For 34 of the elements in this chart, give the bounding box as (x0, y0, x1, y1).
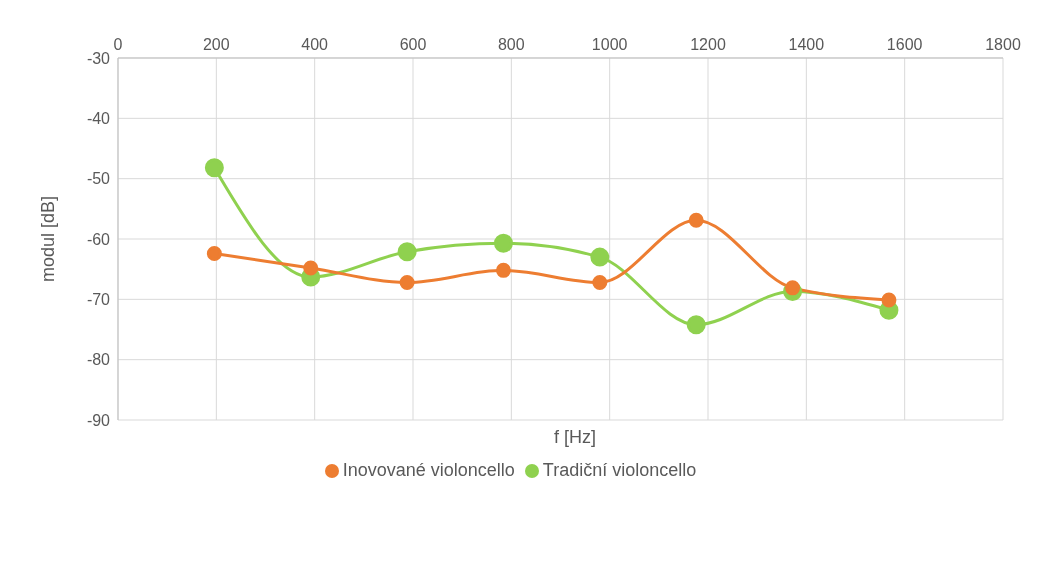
legend-label: Tradiční violoncello (542, 460, 697, 480)
point (592, 274, 608, 290)
point (785, 280, 801, 296)
point (303, 260, 319, 276)
point (493, 233, 513, 253)
point (206, 245, 222, 261)
x-tick-label: 1000 (591, 36, 628, 53)
x-tick-label: 1400 (788, 36, 825, 53)
point (688, 212, 704, 228)
point (495, 262, 511, 278)
point (881, 292, 897, 308)
y-tick-label: -40 (86, 110, 111, 128)
x-tick-label: 1600 (886, 36, 923, 53)
point (686, 315, 706, 335)
x-axis-title: f [Hz] (553, 427, 597, 447)
x-tick-label: 600 (399, 36, 427, 53)
y-tick-label: -70 (86, 291, 111, 309)
point (397, 242, 417, 262)
x-tick-label: 0 (113, 36, 123, 53)
point (399, 274, 415, 290)
y-tick-label: -80 (86, 351, 111, 369)
y-tick-label: -60 (86, 230, 111, 248)
point (590, 247, 610, 267)
y-tick-label: -50 (86, 170, 111, 188)
x-tick-label: 1200 (690, 36, 726, 53)
y-tick-label: -90 (86, 411, 111, 429)
point (204, 158, 224, 178)
x-tick-label: 400 (301, 36, 329, 53)
x-tick-label: 200 (202, 36, 230, 53)
y-tick-label: -30 (86, 49, 111, 67)
x-tick-label: 1800 (985, 36, 1021, 53)
legend-label: Inovované violoncello (342, 460, 515, 480)
y-axis-title: modul [dB] (38, 195, 59, 283)
x-tick-label: 800 (497, 36, 525, 53)
